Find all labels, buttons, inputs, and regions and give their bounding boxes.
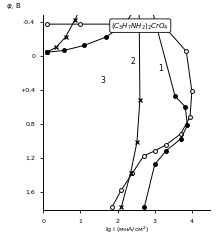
Y-axis label: $\varphi$, В: $\varphi$, В [6,1,21,11]
Text: 1: 1 [159,64,163,73]
Text: $(C_3H_7NH_2)_2 CrO_4$: $(C_3H_7NH_2)_2 CrO_4$ [111,21,169,31]
X-axis label: lg i (мнА/см$^2$): lg i (мнА/см$^2$) [105,225,149,235]
Text: 3: 3 [101,76,106,85]
Text: 2: 2 [131,57,135,66]
